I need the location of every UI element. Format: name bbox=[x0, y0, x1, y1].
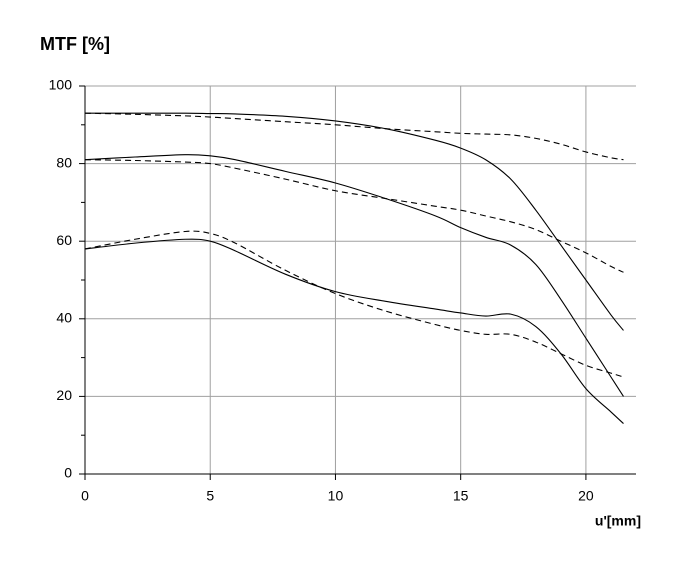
chart-title: MTF [%] bbox=[40, 34, 110, 54]
y-tick-label: 80 bbox=[56, 154, 72, 170]
mtf-curve bbox=[85, 112, 624, 331]
x-tick-label: 0 bbox=[81, 488, 89, 504]
mtf-curve bbox=[84, 159, 624, 273]
mtf-curve bbox=[84, 154, 624, 397]
y-tick-label: 0 bbox=[64, 465, 72, 481]
x-axis-label: u'[mm] bbox=[595, 513, 641, 529]
y-tick-label: 40 bbox=[56, 310, 72, 326]
mtf-curve bbox=[84, 238, 624, 424]
x-tick-label: 20 bbox=[578, 488, 594, 504]
x-tick-label: 15 bbox=[453, 488, 469, 504]
y-tick-label: 100 bbox=[49, 77, 73, 93]
mtf-curve bbox=[84, 230, 624, 378]
mtf-curve bbox=[84, 112, 624, 161]
y-tick-label: 20 bbox=[56, 387, 72, 403]
x-tick-label: 10 bbox=[328, 488, 344, 504]
y-tick-label: 60 bbox=[56, 232, 72, 248]
x-tick-label: 5 bbox=[206, 488, 214, 504]
